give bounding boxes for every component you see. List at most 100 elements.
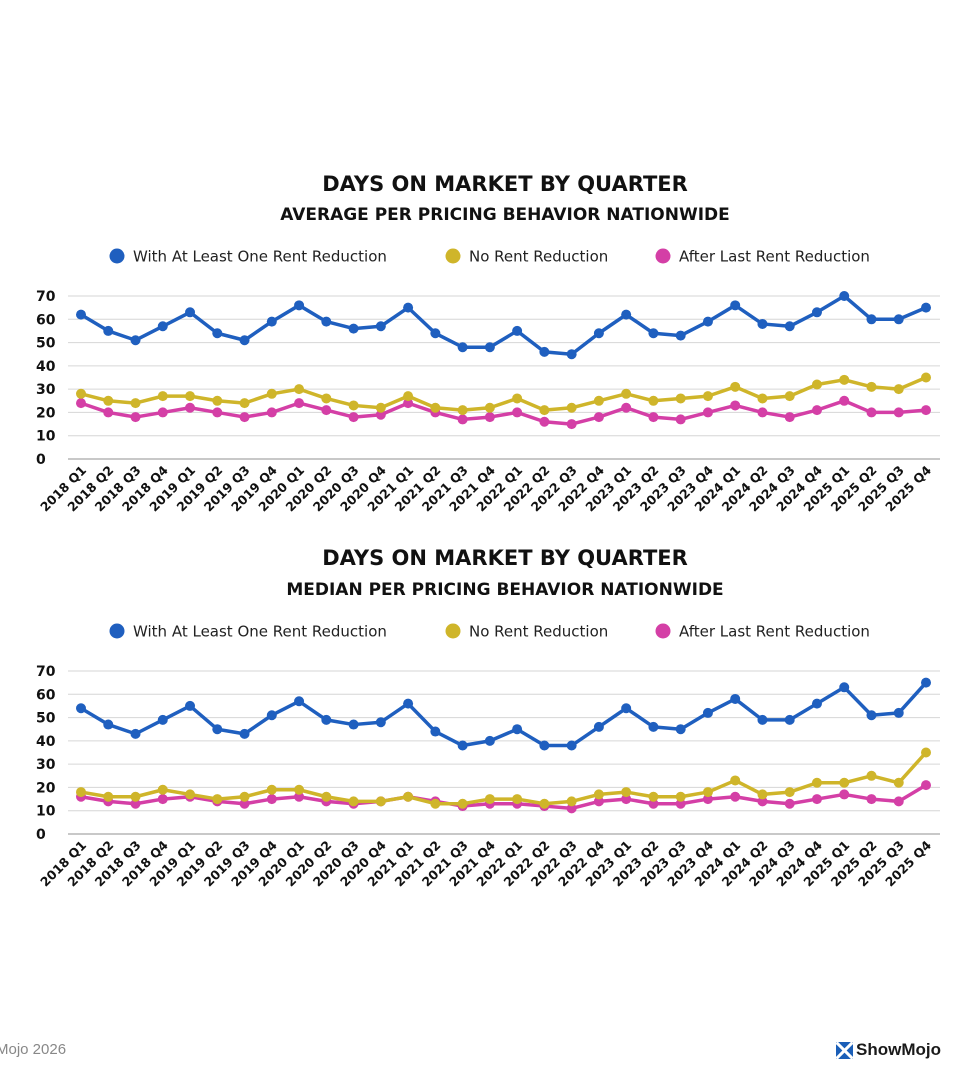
data-point bbox=[893, 707, 904, 718]
legend-marker bbox=[655, 623, 671, 639]
data-point bbox=[321, 393, 332, 404]
data-point bbox=[675, 414, 686, 425]
data-point bbox=[321, 714, 332, 725]
data-point bbox=[866, 794, 877, 805]
data-point bbox=[702, 794, 713, 805]
series-line bbox=[80, 751, 928, 806]
data-point bbox=[539, 346, 550, 357]
data-point bbox=[266, 710, 277, 721]
data-point bbox=[375, 402, 386, 413]
data-point bbox=[593, 796, 604, 807]
data-point bbox=[130, 398, 141, 409]
data-point bbox=[566, 740, 577, 751]
y-tick-label: 20 bbox=[36, 780, 56, 796]
data-point bbox=[566, 803, 577, 814]
y-tick-label: 10 bbox=[36, 804, 56, 820]
data-point bbox=[157, 391, 168, 402]
data-point bbox=[648, 412, 659, 423]
data-point bbox=[76, 388, 86, 399]
data-point bbox=[648, 395, 659, 406]
data-point bbox=[266, 794, 277, 805]
data-point bbox=[294, 384, 305, 395]
data-point bbox=[212, 794, 223, 805]
data-point bbox=[757, 393, 768, 404]
data-point bbox=[921, 372, 931, 383]
data-point bbox=[757, 796, 768, 807]
data-point bbox=[430, 726, 441, 737]
data-point bbox=[294, 791, 305, 802]
data-point bbox=[730, 300, 741, 311]
series-with-at-least-one-rent-reduction bbox=[76, 291, 931, 360]
data-point bbox=[921, 302, 931, 313]
data-point bbox=[457, 740, 468, 751]
data-point bbox=[593, 395, 604, 406]
legend-label: With At Least One Rent Reduction bbox=[133, 248, 387, 266]
data-point bbox=[103, 395, 114, 406]
data-point bbox=[130, 728, 141, 739]
data-point bbox=[539, 416, 550, 427]
chart-title: DAYS ON MARKET BY QUARTER bbox=[322, 172, 688, 196]
data-point bbox=[784, 798, 795, 809]
data-point bbox=[730, 381, 741, 392]
showmojo-logo-icon bbox=[836, 1041, 853, 1059]
data-point bbox=[185, 402, 196, 413]
data-point bbox=[730, 400, 741, 411]
data-point bbox=[239, 412, 250, 423]
data-point bbox=[757, 789, 768, 800]
data-point bbox=[566, 796, 577, 807]
data-point bbox=[157, 321, 168, 332]
legend-label: With At Least One Rent Reduction bbox=[133, 623, 387, 641]
data-point bbox=[811, 777, 822, 788]
data-point bbox=[675, 393, 686, 404]
data-point bbox=[403, 791, 414, 802]
legend-marker bbox=[445, 623, 461, 639]
data-point bbox=[539, 798, 550, 809]
y-tick-label: 50 bbox=[36, 711, 56, 727]
data-point bbox=[348, 796, 359, 807]
data-point bbox=[457, 342, 468, 353]
legend-marker bbox=[655, 248, 671, 264]
legend: With At Least One Rent Reduction No Rent … bbox=[109, 248, 870, 266]
data-point bbox=[157, 407, 168, 418]
data-point bbox=[294, 300, 305, 311]
data-point bbox=[212, 395, 223, 406]
data-point bbox=[921, 677, 931, 688]
data-point bbox=[375, 321, 386, 332]
data-point bbox=[430, 402, 441, 413]
data-point bbox=[457, 414, 468, 425]
data-point bbox=[76, 309, 86, 320]
chart-2: DAYS ON MARKET BY QUARTER MEDIAN PER PRIC… bbox=[36, 546, 940, 889]
series-line bbox=[80, 681, 928, 748]
data-point bbox=[375, 409, 386, 420]
data-point bbox=[811, 379, 822, 390]
data-point bbox=[675, 791, 686, 802]
data-point bbox=[648, 791, 659, 802]
data-point bbox=[757, 407, 768, 418]
y-tick-label: 20 bbox=[36, 405, 56, 421]
data-point bbox=[512, 407, 523, 418]
data-point bbox=[866, 407, 877, 418]
data-point bbox=[621, 703, 632, 714]
y-tick-label: 40 bbox=[36, 359, 56, 375]
data-point bbox=[266, 784, 277, 795]
legend-marker bbox=[109, 623, 125, 639]
data-point bbox=[239, 335, 250, 346]
y-tick-label: 40 bbox=[36, 734, 56, 750]
data-point bbox=[539, 740, 550, 751]
data-point bbox=[593, 721, 604, 732]
data-point bbox=[76, 703, 86, 714]
data-point bbox=[539, 405, 550, 416]
data-point bbox=[893, 384, 904, 395]
data-point bbox=[648, 328, 659, 339]
data-point bbox=[921, 405, 931, 416]
data-point bbox=[403, 391, 414, 402]
data-point bbox=[76, 787, 86, 798]
y-tick-label: 30 bbox=[36, 757, 56, 773]
data-point bbox=[266, 407, 277, 418]
data-point bbox=[212, 407, 223, 418]
y-tick-label: 0 bbox=[36, 827, 46, 843]
data-point bbox=[430, 328, 441, 339]
data-point bbox=[457, 798, 468, 809]
data-point bbox=[457, 405, 468, 416]
data-point bbox=[348, 400, 359, 411]
